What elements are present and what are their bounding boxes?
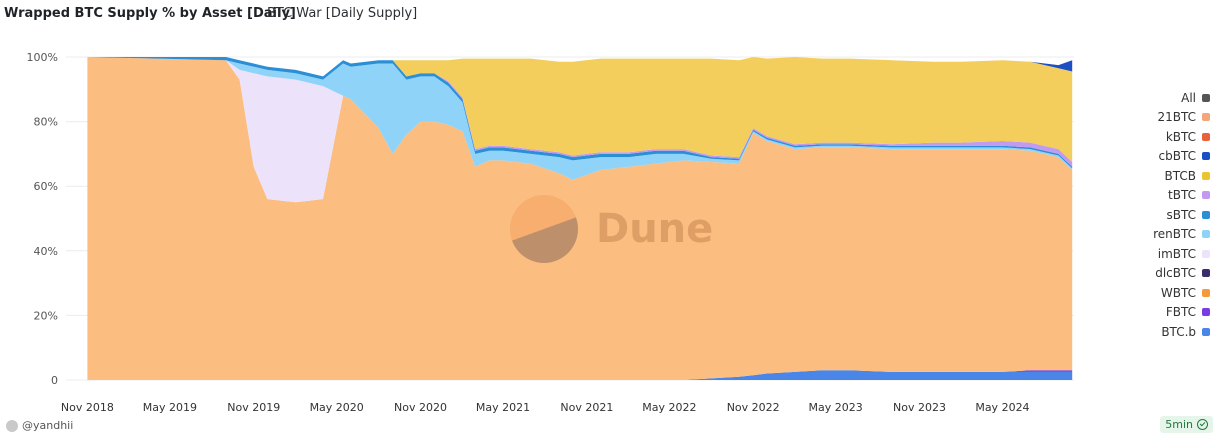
legend-swatch (1202, 132, 1210, 141)
x-tick-label: Nov 2021 (560, 401, 613, 414)
legend-item-btcb[interactable]: BTCB (1100, 166, 1210, 186)
y-axis: 0 20% 40% 60% 80% 100% (27, 51, 58, 387)
watermark-text: Dune (596, 206, 714, 252)
y-tick-label: 0 (51, 374, 58, 387)
legend-item-btcb[interactable]: BTC.b (1100, 322, 1210, 342)
legend-item-renbtc[interactable]: renBTC (1100, 225, 1210, 245)
legend-label: dlcBTC (1155, 266, 1196, 281)
x-tick-label: Nov 2020 (394, 401, 447, 414)
x-tick-label: May 2020 (310, 401, 364, 414)
x-tick-label: May 2023 (809, 401, 863, 414)
legend-label: All (1181, 90, 1196, 105)
area-btcb[interactable] (87, 57, 1073, 162)
check-circle-icon (1197, 419, 1208, 430)
x-tick-label: May 2021 (476, 401, 530, 414)
legend-item-21btc[interactable]: 21BTC (1100, 108, 1210, 128)
legend-label: BTCB (1164, 168, 1196, 183)
legend-swatch (1202, 210, 1210, 219)
legend-label: tBTC (1168, 188, 1196, 203)
legend-item-all[interactable]: All (1100, 88, 1210, 108)
legend-swatch (1202, 230, 1210, 239)
area-btcb[interactable] (87, 370, 1073, 380)
dune-logo-icon (510, 195, 578, 263)
legend-swatch (1202, 171, 1210, 180)
legend-swatch (1202, 269, 1210, 278)
legend-item-tbtc[interactable]: tBTC (1100, 186, 1210, 206)
dune-watermark: Dune (510, 195, 713, 263)
legend-label: renBTC (1153, 227, 1196, 242)
legend-label: sBTC (1166, 207, 1197, 222)
legend-item-imbtc[interactable]: imBTC (1100, 244, 1210, 264)
legend-item-cbbtc[interactable]: cbBTC (1100, 147, 1210, 167)
x-tick-label: May 2022 (642, 401, 696, 414)
y-tick-label: 60% (34, 180, 58, 193)
legend-swatch (1202, 113, 1210, 122)
y-tick-label: 20% (34, 309, 58, 322)
legend-label: cbBTC (1158, 149, 1196, 164)
legend-label: kBTC (1165, 129, 1196, 144)
legend-item-fbtc[interactable]: FBTC (1100, 303, 1210, 323)
legend-swatch (1202, 308, 1210, 317)
tab-daily-supply[interactable]: BTC War [Daily Supply] (267, 6, 418, 21)
legend: All 21BTC kBTC cbBTC BTCB tBTC sBTC renBTC imBTC… (1100, 88, 1210, 342)
x-tick-label: May 2024 (975, 401, 1029, 414)
legend-swatch (1202, 152, 1210, 161)
y-tick-label: 40% (34, 245, 58, 258)
refresh-label: 5min (1165, 418, 1193, 431)
x-tick-label: May 2019 (143, 401, 197, 414)
refresh-badge[interactable]: 5min (1160, 416, 1213, 433)
chart-title: Wrapped BTC Supply % by Asset [Daily] (4, 6, 296, 21)
author[interactable]: @yandhii (6, 419, 73, 432)
x-tick-label: Nov 2019 (227, 401, 280, 414)
legend-swatch (1202, 327, 1210, 336)
area-wbtc[interactable] (87, 57, 1073, 380)
x-tick-label: Nov 2022 (727, 401, 780, 414)
x-tick-label: Nov 2023 (893, 401, 946, 414)
avatar (6, 419, 18, 432)
author-name: @yandhii (22, 419, 74, 432)
legend-swatch (1202, 93, 1210, 102)
y-tick-label: 80% (34, 116, 58, 129)
legend-label: BTC.b (1161, 324, 1196, 339)
legend-item-kbtc[interactable]: kBTC (1100, 127, 1210, 147)
legend-item-dlcbtc[interactable]: dlcBTC (1100, 264, 1210, 284)
legend-swatch (1202, 249, 1210, 258)
legend-label: WBTC (1160, 285, 1196, 300)
area-renbtc[interactable] (87, 57, 1073, 180)
legend-swatch (1202, 288, 1210, 297)
legend-item-wbtc[interactable]: WBTC (1100, 283, 1210, 303)
x-axis: Nov 2018 May 2019 Nov 2019 May 2020 Nov 2020… (61, 401, 1030, 414)
area-imbtc[interactable] (87, 57, 1073, 203)
y-tick-label: 100% (27, 51, 58, 64)
legend-label: FBTC (1165, 305, 1196, 320)
area-series (87, 57, 1073, 380)
legend-label: 21BTC (1157, 110, 1196, 125)
legend-label: imBTC (1157, 246, 1196, 261)
legend-item-sbtc[interactable]: sBTC (1100, 205, 1210, 225)
legend-swatch (1202, 191, 1210, 200)
x-tick-label: Nov 2018 (61, 401, 114, 414)
